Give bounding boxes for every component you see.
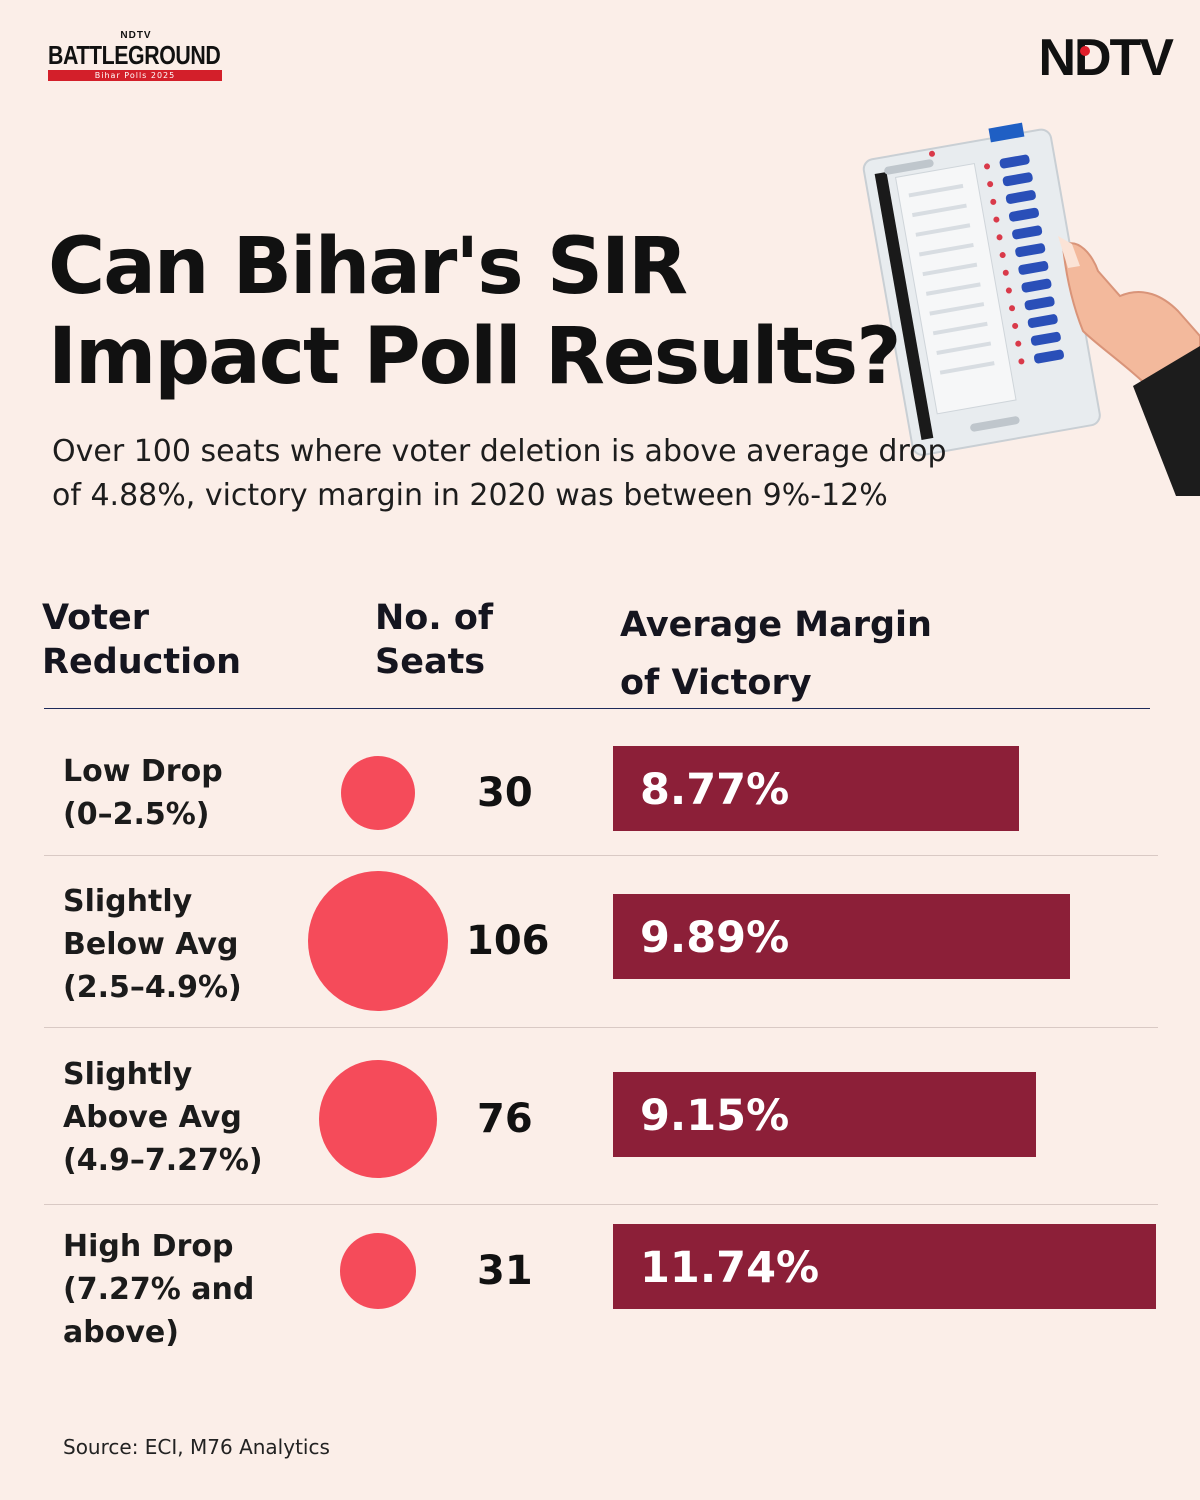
row-label: Slightly Below Avg (2.5–4.9%) — [63, 880, 323, 1009]
row-divider — [44, 1204, 1158, 1205]
title-line-2: Impact Poll Results? — [48, 312, 901, 402]
seats-bubble — [340, 755, 416, 831]
title-line-1: Can Bihar's SIR — [48, 222, 688, 312]
source-note: Source: ECI, M76 Analytics — [63, 1435, 330, 1459]
seats-bubble — [340, 1233, 416, 1309]
row-label-line: above) — [63, 1315, 179, 1350]
row-label-line: (4.9–7.27%) — [63, 1143, 263, 1178]
row-divider — [44, 855, 1158, 856]
logo-ndtv-small: NDTV — [120, 30, 152, 41]
row-label-line: Low Drop — [63, 754, 223, 789]
ndtv-logo-text: NDTV — [1038, 29, 1174, 87]
ndtv-logo-dot — [1080, 46, 1091, 56]
row-label: Slightly Above Avg (4.9–7.27%) — [63, 1053, 323, 1182]
seats-value: 76 — [477, 1096, 533, 1142]
column-header-voter-reduction-line2: Reduction — [42, 642, 242, 682]
row-label: High Drop (7.27% and above) — [63, 1225, 323, 1354]
margin-value: 8.77% — [640, 765, 790, 815]
margin-value: 11.74% — [640, 1243, 820, 1293]
row-label-line: Below Avg — [63, 927, 239, 962]
margin-bar — [613, 746, 1019, 831]
margin-bar — [613, 1224, 1156, 1309]
column-header-seats-line2: Seats — [375, 642, 486, 682]
row-divider — [44, 1027, 1158, 1028]
margin-value: 9.15% — [640, 1091, 790, 1141]
column-header-seats: No. of Seats — [375, 596, 575, 684]
seats-value: 30 — [477, 770, 533, 816]
margin-bar — [613, 1072, 1037, 1157]
battleground-logo: NDTV BATTLEGROUND Bihar Polls 2025 — [48, 30, 224, 81]
seats-bubble — [318, 1059, 438, 1179]
margin-value: 9.89% — [640, 913, 790, 963]
row-label-line: Slightly — [63, 1057, 193, 1092]
row-label-line: (0–2.5%) — [63, 797, 210, 832]
column-header-margin: Average Margin of Victory — [620, 596, 1040, 712]
logo-battleground-subtitle: Bihar Polls 2025 — [48, 70, 222, 81]
subtitle-line-1: Over 100 seats where voter deletion is a… — [52, 434, 947, 469]
column-header-seats-line1: No. of — [375, 598, 494, 638]
row-label-line: Slightly — [63, 884, 193, 919]
seats-value: 31 — [477, 1248, 533, 1294]
subtitle-line-2: of 4.88%, victory margin in 2020 was bet… — [52, 478, 888, 513]
header-divider — [44, 708, 1150, 709]
row-label-line: (7.27% and — [63, 1272, 255, 1307]
column-header-voter-reduction: Voter Reduction — [42, 596, 322, 684]
seats-value: 106 — [466, 918, 550, 964]
margin-bar — [613, 894, 1071, 979]
ndtv-logo: NDTV — [1038, 29, 1174, 87]
logo-battleground-text: BATTLEGROUND — [48, 40, 221, 70]
row-label-line: High Drop — [63, 1229, 234, 1264]
column-header-margin-line2: of Victory — [620, 663, 812, 703]
column-header-margin-line1: Average Margin — [620, 605, 932, 645]
row-label-line: Above Avg — [63, 1100, 242, 1135]
page-title: Can Bihar's SIR Impact Poll Results? — [48, 222, 901, 402]
page-subtitle: Over 100 seats where voter deletion is a… — [52, 430, 1132, 518]
row-label: Low Drop (0–2.5%) — [63, 750, 323, 836]
voting-machine-illustration — [862, 122, 1200, 496]
seats-bubble — [308, 871, 448, 1011]
row-label-line: (2.5–4.9%) — [63, 970, 242, 1005]
column-header-voter-reduction-line1: Voter — [42, 598, 149, 638]
